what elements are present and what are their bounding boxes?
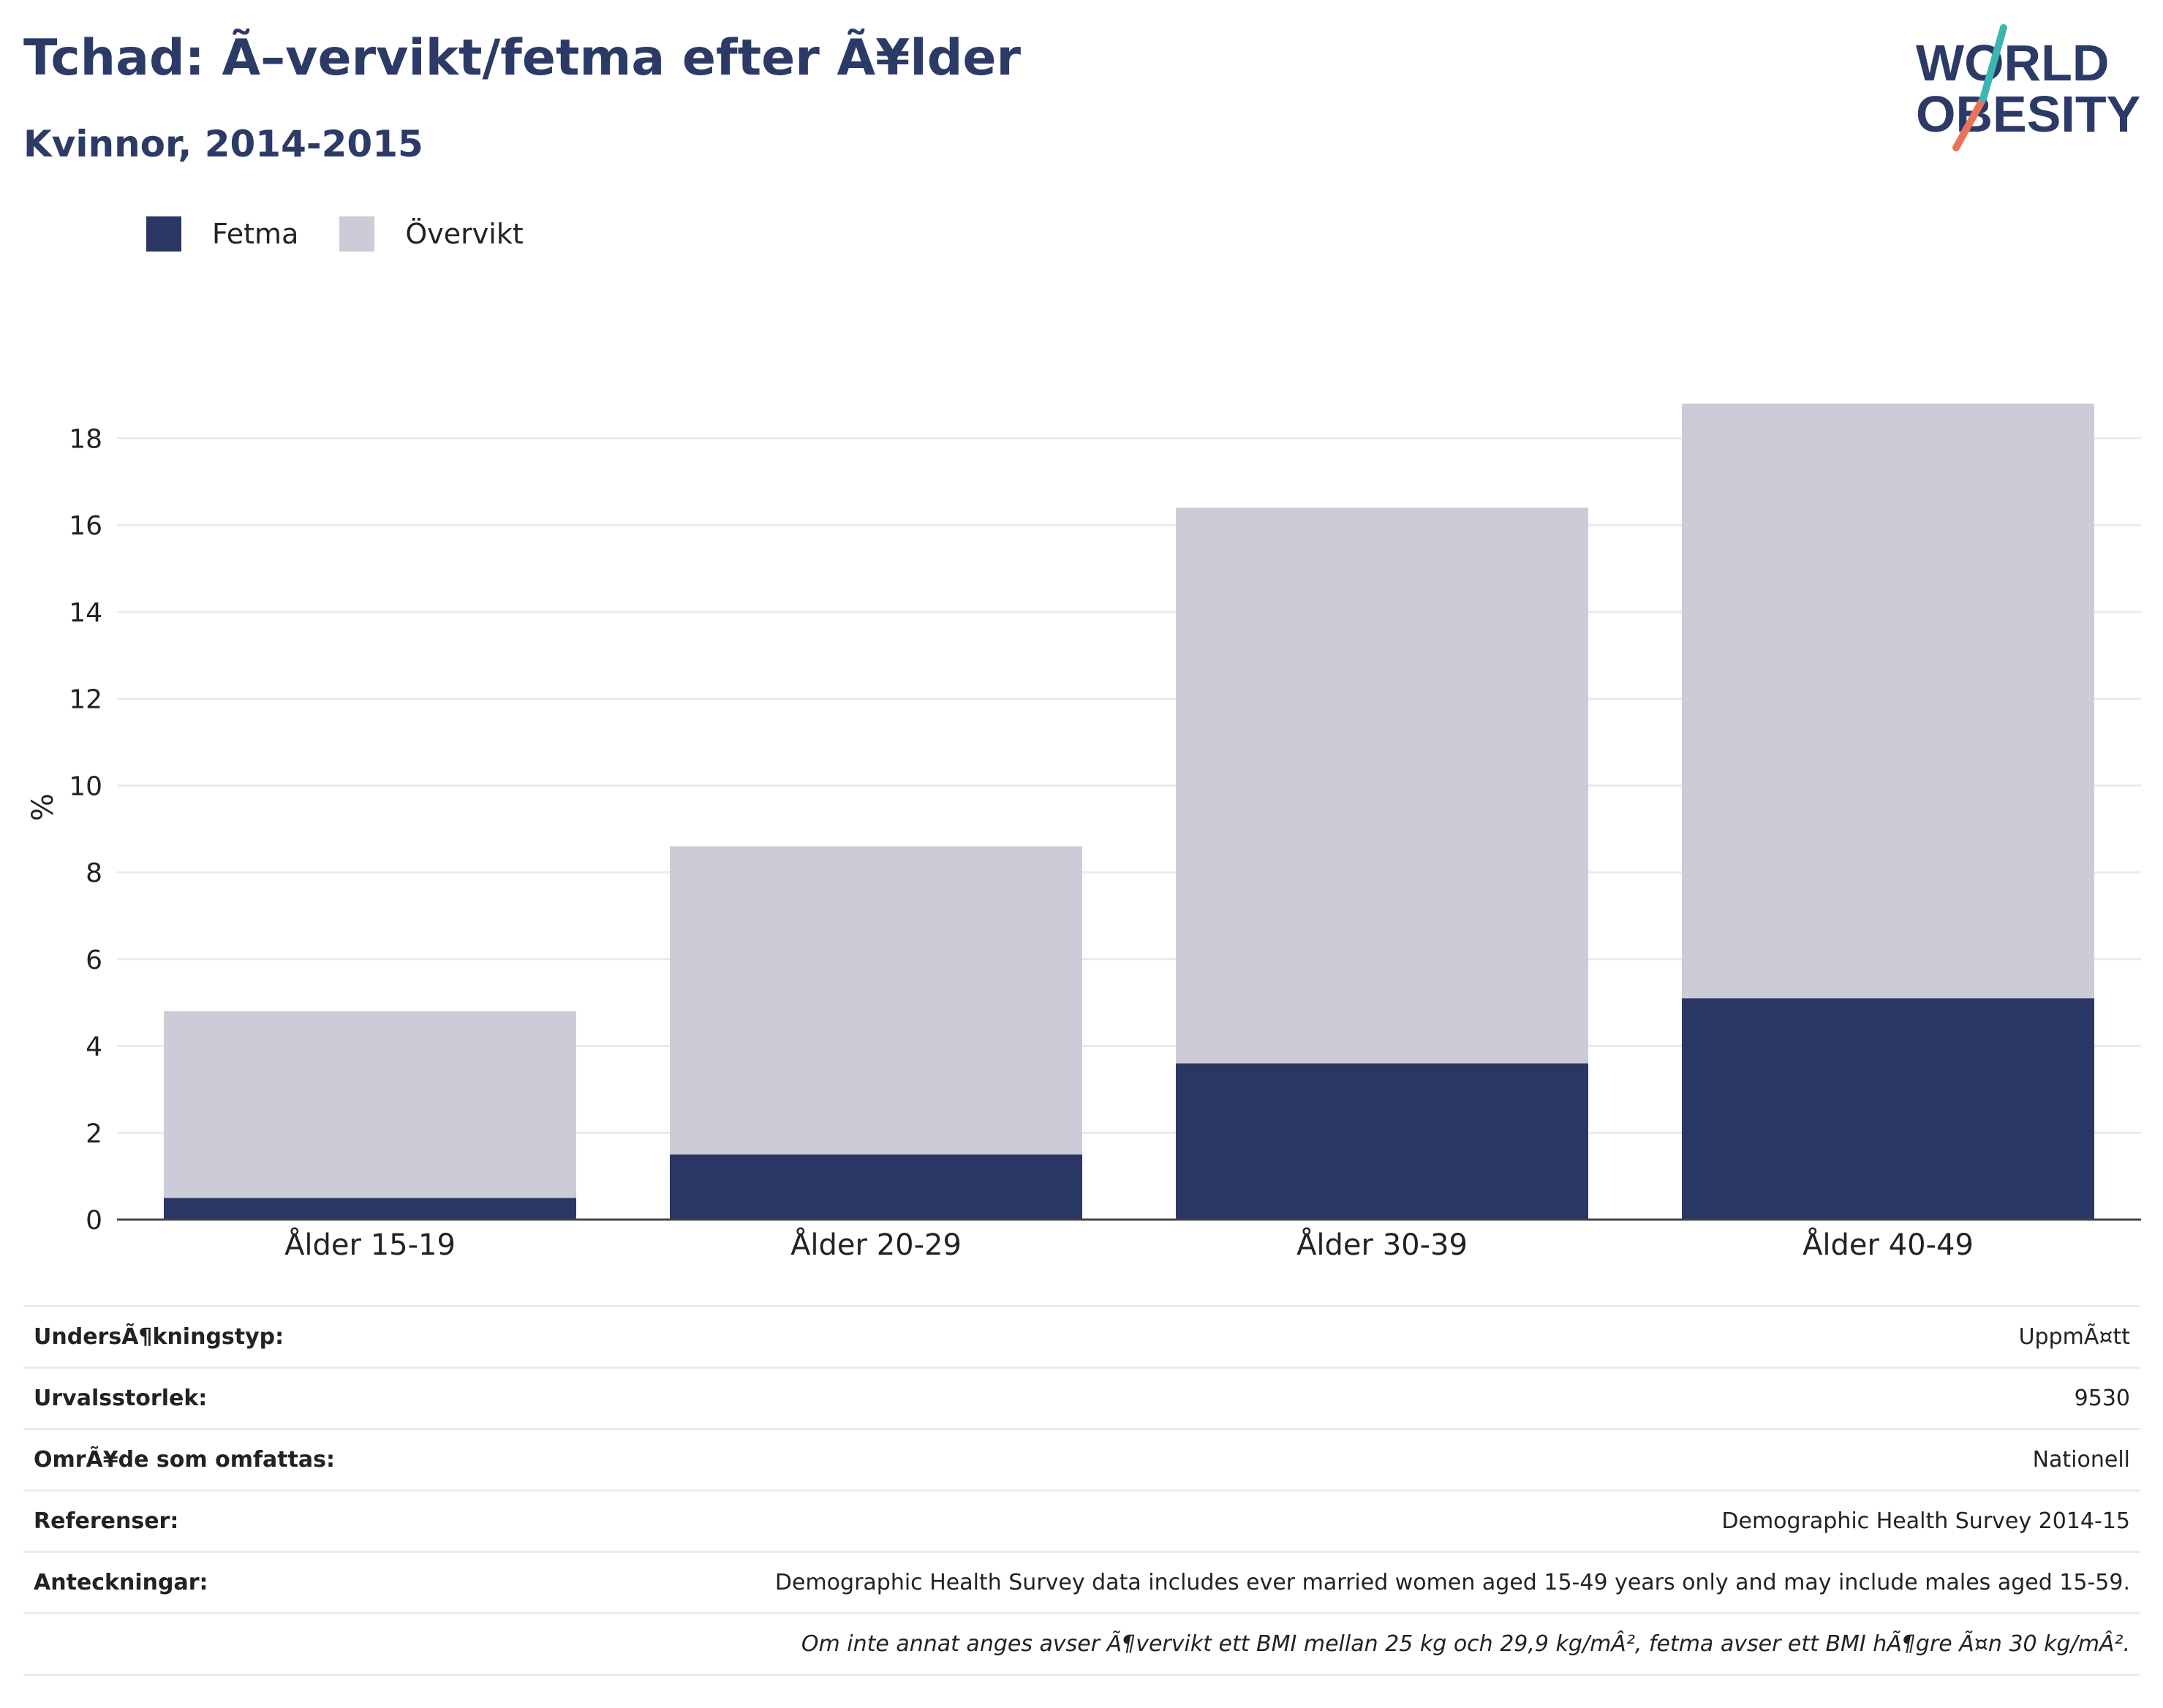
bar-overvikt <box>1176 507 1588 1064</box>
y-tick-label: 0 <box>86 1206 102 1236</box>
legend-item-fetma[interactable]: Fetma <box>146 216 298 252</box>
chart-subtitle: Kvinnor, 2014-2015 <box>23 123 423 165</box>
logo-slash-red <box>1952 95 1987 151</box>
legend-swatch-overvikt <box>339 216 375 252</box>
info-key: Urvalsstorlek: <box>34 1386 208 1411</box>
legend-swatch-fetma <box>146 216 181 252</box>
info-value: Nationell <box>2032 1447 2130 1473</box>
y-axis-label: % <box>26 793 60 821</box>
info-key: Anteckningar: <box>34 1570 208 1595</box>
y-tick-label: 14 <box>69 598 102 628</box>
info-value: Demographic Health Survey 2014-15 <box>1721 1508 2130 1534</box>
y-tick-label: 12 <box>69 685 102 715</box>
info-value: Demographic Health Survey data includes … <box>774 1570 2130 1595</box>
info-row-sample-size: Urvalsstorlek: 9530 <box>23 1367 2140 1428</box>
info-value: UppmÃ¤tt <box>2018 1324 2130 1350</box>
info-table: UndersÃ¶kningstyp: UppmÃ¤tt Urvalsstorle… <box>23 1305 2140 1676</box>
legend-item-overvikt[interactable]: Övervikt <box>339 216 524 252</box>
legend-label-overvikt: Övervikt <box>405 218 524 250</box>
logo-line-1: WORLD <box>1916 34 2109 91</box>
bar-overvikt <box>1682 403 2094 999</box>
info-key: OmrÃ¥de som omfattas: <box>34 1447 336 1473</box>
bar-fetma <box>670 1154 1082 1220</box>
world-obesity-logo: WORLD OBESITY <box>1916 24 2140 151</box>
logo-slash-teal <box>1979 24 2007 102</box>
info-value: 9530 <box>2074 1386 2130 1411</box>
info-row-references: Referenser: Demographic Health Survey 20… <box>23 1489 2140 1551</box>
bar-fetma <box>1176 1063 1588 1220</box>
x-tick-label: Ålder 30-39 <box>1296 1227 1468 1262</box>
bar-overvikt <box>670 846 1082 1155</box>
legend-label-fetma: Fetma <box>212 218 299 250</box>
x-tick-label: Ålder 20-29 <box>790 1227 962 1262</box>
x-tick-label: Ålder 15-19 <box>284 1227 456 1262</box>
bar-fetma <box>164 1198 576 1220</box>
info-key: UndersÃ¶kningstyp: <box>34 1324 284 1350</box>
stacked-bar-chart: 0 2 4 6 8 10 12 14 16 18% Ålder 15-19 Ålder 20-29 Ål… <box>26 403 2141 1262</box>
logo-line-2: OBESITY <box>1916 86 2140 143</box>
chart-title: Tchad: Ã–vervikt/fetma efter Ã¥lder <box>23 29 1022 87</box>
bar-fetma <box>1682 998 2094 1220</box>
bar-overvikt <box>164 1011 576 1198</box>
y-tick-label: 8 <box>86 858 102 888</box>
y-tick-label: 4 <box>86 1032 102 1062</box>
info-row-notes: Anteckningar: Demographic Health Survey … <box>23 1551 2140 1612</box>
x-tick-label: Ålder 40-49 <box>1802 1227 1974 1262</box>
y-tick-label: 6 <box>86 945 102 975</box>
y-tick-label: 2 <box>86 1119 102 1149</box>
info-key: Referenser: <box>34 1508 179 1534</box>
y-tick-label: 18 <box>69 424 102 454</box>
chart-legend: Fetma Övervikt <box>146 216 565 252</box>
info-row-survey-type: UndersÃ¶kningstyp: UppmÃ¤tt <box>23 1305 2140 1367</box>
info-value: Om inte annat anges avser Ã¶vervikt ett … <box>801 1631 2130 1657</box>
y-tick-label: 10 <box>69 771 102 801</box>
y-tick-label: 16 <box>69 511 102 541</box>
info-row-definition: Om inte annat anges avser Ã¶vervikt ett … <box>23 1612 2140 1676</box>
info-row-area: OmrÃ¥de som omfattas: Nationell <box>23 1428 2140 1489</box>
